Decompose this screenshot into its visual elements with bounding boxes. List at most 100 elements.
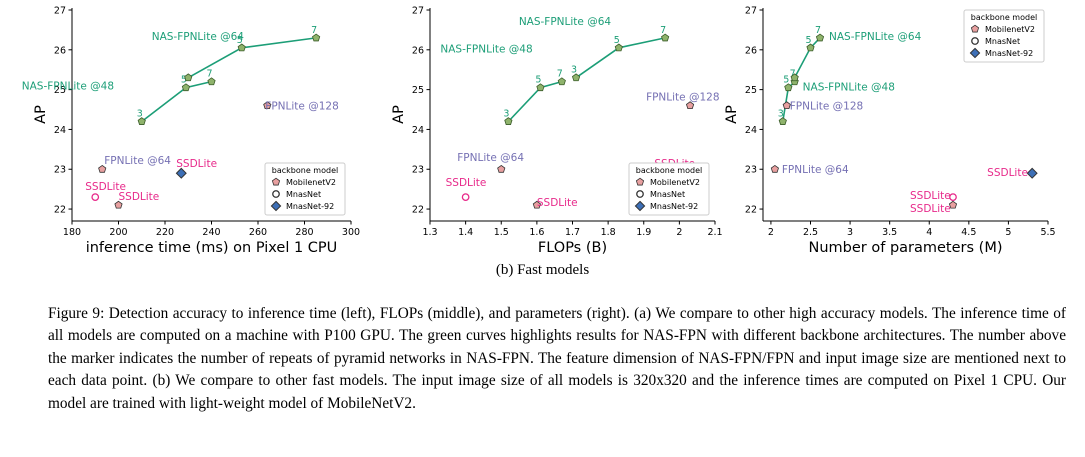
repeat-label: 3	[778, 108, 784, 119]
nasfpn-point	[237, 43, 246, 52]
y-tick-label: 24	[412, 125, 424, 136]
fpnlite-label: FPNLite @128	[790, 101, 863, 113]
nasfpn-point	[661, 33, 670, 42]
legend-marker-circle	[971, 37, 979, 45]
nasfpn-point	[778, 117, 787, 125]
nasfpn-point	[207, 77, 216, 86]
x-tick-label: 1.8	[601, 227, 616, 238]
x-tick-label: 1.6	[529, 227, 544, 238]
ssdlite-point	[175, 167, 187, 179]
fpnlite-point	[497, 164, 506, 173]
y-tick-label: 25	[745, 85, 757, 96]
y-axis-title: AP	[391, 105, 407, 124]
legend-label: MobilenetV2	[650, 178, 700, 187]
y-tick-label: 23	[54, 165, 66, 176]
repeat-label: 5	[805, 35, 811, 46]
fpnlite-label: FPNLite @128	[646, 92, 719, 104]
subcaption: (b) Fast models	[495, 262, 590, 278]
repeat-label: 3	[571, 65, 577, 76]
legend-box	[264, 162, 346, 216]
repeat-label: 5	[783, 75, 789, 86]
legend: backbone model MobilenetV2 MnasNet MnasNet-…	[628, 162, 710, 216]
legend-marker-circle	[272, 190, 280, 198]
legend: backbone model MobilenetV2 MnasNet MnasNet-…	[963, 9, 1045, 63]
fpnlite-label: FPNLite @64	[457, 152, 524, 164]
legend-title: backbone model	[971, 13, 1037, 22]
y-tick-label: 24	[745, 125, 757, 136]
legend-marker-pentagon	[635, 177, 645, 186]
y-tick-label: 27	[412, 5, 424, 16]
fpnlite-point	[263, 101, 272, 110]
repeat-label: 5	[614, 35, 620, 46]
nasfpn-curve-64	[575, 37, 666, 79]
legend-marker-diamond	[270, 200, 282, 212]
nasfpn-label: NAS-FPNLite @48	[803, 82, 895, 94]
legend-box	[628, 162, 710, 216]
legend-marker-pentagon	[271, 177, 281, 186]
y-axis-title: AP	[33, 105, 49, 124]
fpnlite-point	[770, 164, 779, 173]
x-tick-label: 200	[109, 227, 127, 238]
y-tick-label: 26	[54, 45, 66, 56]
ssdlite-point	[1026, 167, 1038, 179]
x-tick-label: 3	[847, 227, 853, 238]
ssdlite-label: SSDLite	[537, 197, 578, 209]
nasfpn-point	[504, 117, 513, 125]
nasfpn-point	[184, 73, 193, 82]
x-tick-label: 1.9	[636, 227, 651, 238]
y-tick-label: 22	[745, 205, 757, 216]
nasfpn-label: NAS-FPNLite @64	[519, 16, 612, 28]
nasfpn-point	[571, 73, 581, 82]
fpnlite-label: FPNLite @128	[265, 101, 338, 113]
legend-label: MnasNet-92	[286, 202, 334, 211]
x-axis-title: FLOPs (B)	[538, 240, 607, 256]
chart-panel-2: 1.3 1.4 1.5 1.6 1.7 1.8 1.9 2 2.1 22 23 24 25 26 27 FLO…	[391, 5, 723, 256]
ssdlite-label: SSDLite	[85, 181, 126, 193]
legend-label: MnasNet	[650, 190, 685, 199]
nasfpn-label: NAS-FPNLite @64	[829, 31, 922, 43]
nasfpn-curve-48	[507, 80, 563, 123]
legend-label: MnasNet-92	[985, 49, 1033, 58]
legend-label: MobilenetV2	[985, 25, 1035, 34]
x-tick-label: 1.4	[458, 227, 473, 238]
ssdlite-point	[532, 200, 541, 209]
nasfpn-label: NAS-FPNLite @48	[22, 81, 114, 93]
nasfpn-label: NAS-FPNLite @64	[152, 31, 245, 43]
ssdlite-point	[949, 193, 957, 201]
x-tick-label: 2.1	[707, 227, 722, 238]
ssdlite-label: SSDLite	[446, 177, 487, 189]
repeat-label: 5	[181, 75, 187, 86]
x-axis-title: Number of parameters (M)	[809, 240, 1003, 256]
x-tick-label: 4	[926, 227, 932, 238]
legend-marker-pentagon	[970, 24, 980, 33]
y-tick-label: 24	[54, 125, 66, 136]
ssdlite-label: SSDLite	[987, 167, 1028, 179]
y-tick-label: 26	[745, 45, 757, 56]
y-tick-label: 26	[412, 45, 424, 56]
repeat-label: 7	[660, 25, 666, 36]
nasfpn-point	[815, 33, 825, 42]
x-tick-label: 2.5	[803, 227, 818, 238]
nasfpn-point	[181, 83, 191, 92]
figure-caption: Figure 9: Detection accuracy to inferenc…	[48, 305, 1066, 412]
ssdlite-label: SSDLite	[176, 158, 217, 170]
repeat-label: 3	[503, 108, 509, 119]
legend-marker-diamond	[634, 200, 646, 212]
legend-box	[963, 9, 1045, 63]
ssdlite-point	[948, 200, 958, 209]
nasfpn-point	[312, 33, 321, 42]
ssdlite-point	[91, 193, 100, 201]
ssdlite-label: SSDLite	[910, 203, 951, 215]
ssdlite-point	[114, 200, 123, 209]
x-axis-title: inference time (ms) on Pixel 1 CPU	[86, 240, 338, 256]
legend-label: MnasNet-92	[650, 202, 698, 211]
fpnlite-point	[98, 164, 107, 173]
nasfpn-label: NAS-FPNLite @48	[440, 44, 532, 56]
y-tick-label: 25	[54, 85, 66, 96]
legend-label: MnasNet	[985, 37, 1020, 46]
legend-label: MobilenetV2	[286, 178, 336, 187]
repeat-label: 7	[815, 25, 821, 36]
nasfpn-point	[137, 117, 146, 125]
legend-marker-diamond	[969, 47, 981, 59]
x-tick-label: 180	[63, 227, 81, 238]
